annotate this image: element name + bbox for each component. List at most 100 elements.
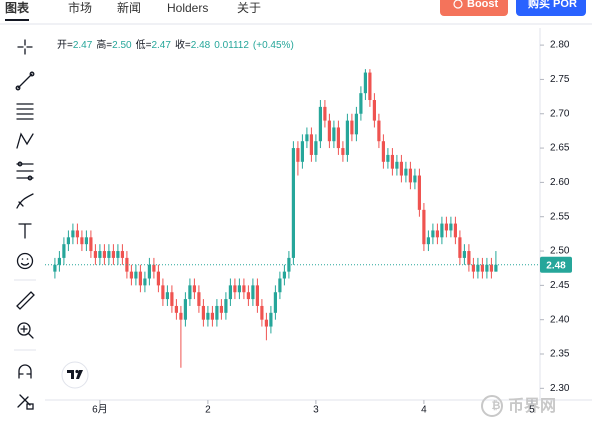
- last-price-label: 2.48: [546, 260, 566, 271]
- emoji-tool[interactable]: [16, 252, 34, 270]
- candle-body: [422, 209, 426, 245]
- candle-body: [251, 285, 255, 300]
- candle-body: [494, 264, 498, 272]
- candle-body: [66, 237, 70, 245]
- candle-body: [282, 271, 286, 279]
- candle-body: [273, 292, 277, 313]
- ohlc-legend: 开=2.47 高=2.50 低=2.47 收=2.48 0.01112 (+0.45%): [57, 38, 294, 51]
- magnet-tool[interactable]: [18, 364, 32, 379]
- candle-body: [458, 237, 462, 258]
- lock-tool[interactable]: [17, 394, 34, 410]
- tab[interactable]: 市场: [68, 0, 92, 15]
- candle-body: [120, 251, 124, 258]
- candle-body: [210, 312, 214, 320]
- tab[interactable]: Holders: [167, 1, 208, 15]
- candle-body: [134, 271, 138, 279]
- candle-body: [264, 319, 268, 327]
- candle-body: [318, 106, 322, 142]
- candle-body: [296, 148, 300, 162]
- candle-body: [89, 237, 93, 252]
- tab[interactable]: 图表: [5, 0, 30, 15]
- buy-button[interactable]: [516, 0, 586, 16]
- candle-body: [75, 230, 79, 238]
- candle-body: [111, 251, 115, 258]
- ruler-tool[interactable]: [16, 291, 35, 310]
- candle-body: [395, 161, 399, 169]
- candle-body: [444, 223, 448, 231]
- candle-body: [332, 127, 336, 142]
- fib-tool[interactable]: [16, 103, 34, 120]
- zoom-tool[interactable]: [17, 322, 34, 339]
- candle-body: [129, 271, 133, 279]
- candle-body: [192, 285, 196, 293]
- line-tool[interactable]: [15, 71, 35, 91]
- text-tool[interactable]: [18, 223, 32, 239]
- crosshair-tool[interactable]: [17, 39, 33, 55]
- candle-body: [413, 175, 417, 183]
- legend-change: 0.01112: [214, 40, 249, 51]
- candle-body: [309, 134, 313, 155]
- y-tick-label: 2.80: [550, 40, 570, 51]
- candle-body: [377, 120, 381, 142]
- y-tick-label: 2.35: [550, 349, 570, 360]
- candle-body: [314, 141, 318, 155]
- candle-body: [350, 120, 354, 135]
- candle-body: [381, 141, 385, 162]
- candle-body: [57, 257, 61, 265]
- prediction-tool[interactable]: [16, 161, 34, 181]
- candle-body: [197, 292, 201, 306]
- legend-label: 高=: [96, 38, 112, 51]
- candle-body: [224, 299, 228, 313]
- candle-body: [440, 223, 444, 238]
- tab[interactable]: 关于: [237, 1, 261, 15]
- nav-bar: 图表 市场 新闻 Holders 关于 Boost 购买 POR: [0, 0, 592, 25]
- candle-body: [188, 285, 192, 300]
- candle-body: [449, 223, 453, 231]
- candle-body: [246, 292, 250, 300]
- candle-body: [417, 175, 421, 210]
- y-tick-label: 2.60: [550, 177, 570, 188]
- candle-body: [215, 305, 219, 320]
- candle-body: [431, 230, 435, 238]
- svg-text:₿: ₿: [492, 400, 501, 412]
- boost-icon: [453, 0, 463, 9]
- candle-body: [174, 305, 178, 313]
- brush-tool[interactable]: [16, 193, 34, 209]
- candle-body: [368, 72, 372, 101]
- candle-body: [201, 305, 205, 320]
- x-tick-label: 2: [205, 405, 211, 416]
- candle-body: [305, 134, 309, 142]
- candle-body: [206, 312, 210, 320]
- y-tick-label: 2.45: [550, 280, 570, 291]
- candle-body: [336, 127, 340, 149]
- tab[interactable]: 新闻: [117, 0, 141, 15]
- candle-body: [485, 264, 489, 272]
- candle-body: [161, 285, 165, 300]
- last-price-tag: [540, 256, 572, 273]
- candle-body: [170, 292, 174, 306]
- x-tick-label: 5: [529, 405, 535, 416]
- candle-body: [408, 168, 412, 183]
- candle-body: [345, 120, 349, 155]
- candle-body: [102, 251, 106, 258]
- boost-button[interactable]: [440, 0, 508, 16]
- candle-body: [372, 100, 376, 121]
- y-tick-label: 2.65: [550, 143, 570, 154]
- pattern-tool[interactable]: [16, 132, 34, 149]
- candle-body: [165, 292, 169, 300]
- candle-body: [354, 113, 358, 135]
- candle-body: [467, 251, 471, 265]
- legend-value: 2.47: [73, 40, 93, 51]
- candle-body: [138, 271, 142, 286]
- candle-body: [233, 285, 237, 293]
- legend-value: 2.48: [191, 40, 211, 51]
- candle-body: [404, 168, 408, 176]
- y-tick-label: 2.40: [550, 314, 570, 325]
- legend-change-pct: (+0.45%): [253, 40, 294, 51]
- candle-body: [179, 312, 183, 320]
- candle-body: [269, 312, 273, 327]
- logo: [61, 361, 89, 389]
- x-tick-label: 6月: [92, 404, 108, 416]
